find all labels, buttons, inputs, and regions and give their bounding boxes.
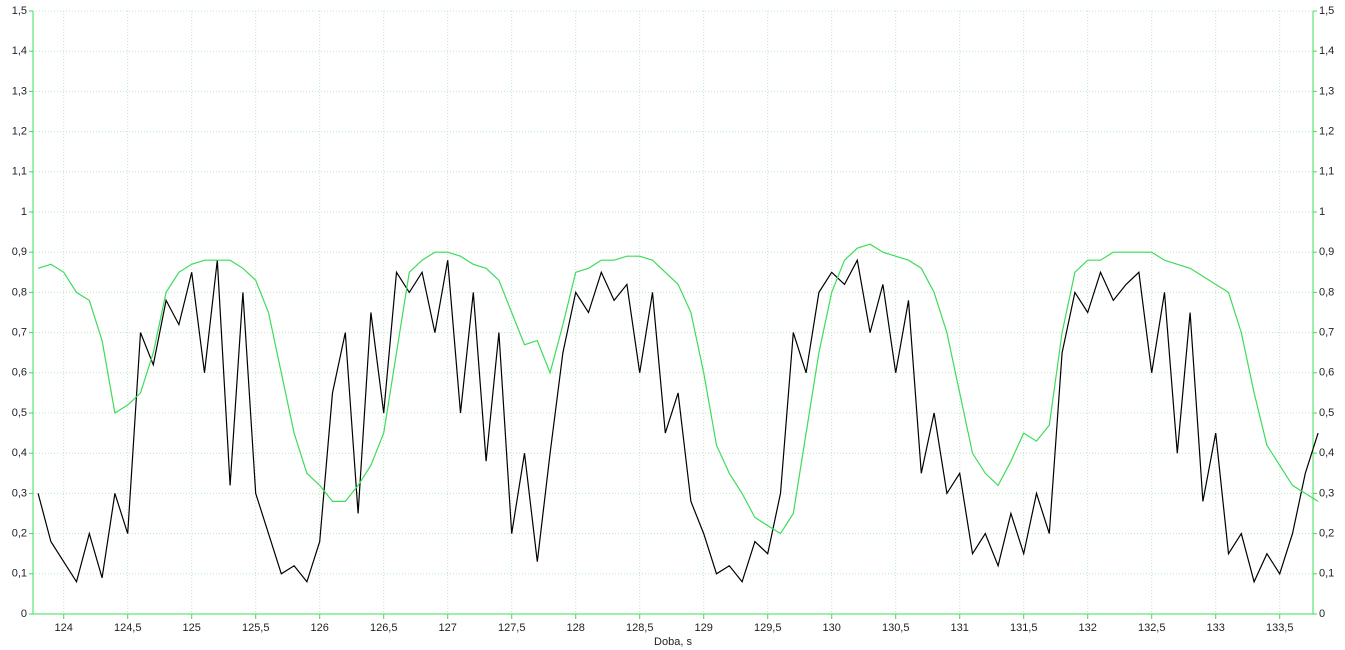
x-tick-label: 132,5 <box>1138 622 1166 634</box>
series-line <box>37 243 1319 535</box>
x-tick-label: 129,5 <box>754 622 782 634</box>
y-tick-label: 1,4 <box>12 45 27 57</box>
y2-tick-label: 1,2 <box>1319 126 1334 138</box>
x-tick-label: 126,5 <box>370 622 398 634</box>
y2-tick-label: 0,4 <box>1319 447 1334 459</box>
y2-tick-label: 0,8 <box>1319 286 1334 298</box>
x-tick-label: 124,5 <box>114 622 142 634</box>
y-tick-label: 1 <box>21 206 27 218</box>
x-tick-label: 128 <box>567 622 585 634</box>
y2-tick-label: 0 <box>1319 608 1325 620</box>
y2-tick-label: 1 <box>1319 206 1325 218</box>
x-tick-label: 130,5 <box>882 622 910 634</box>
y-tick-label: 1,2 <box>12 126 27 138</box>
y2-tick-label: 0,6 <box>1319 367 1334 379</box>
x-tick-label: 125 <box>183 622 201 634</box>
y-tick-label: 0,6 <box>12 367 27 379</box>
x-tick-label: 132 <box>1079 622 1097 634</box>
y2-tick-label: 1,1 <box>1319 166 1334 178</box>
y2-tick-label: 0,5 <box>1319 407 1334 419</box>
y2-tick-label: 0,2 <box>1319 528 1334 540</box>
y-tick-label: 0,4 <box>12 447 27 459</box>
x-tick-label: 129 <box>695 622 713 634</box>
y2-tick-label: 0,1 <box>1319 568 1334 580</box>
y-tick-label: 1,3 <box>12 85 27 97</box>
x-tick-label: 127,5 <box>498 622 526 634</box>
y2-tick-label: 1,3 <box>1319 85 1334 97</box>
x-tick-label: 125,5 <box>242 622 270 634</box>
x-tick-label: 128,5 <box>626 622 654 634</box>
y-tick-label: 1,1 <box>12 166 27 178</box>
y-tick-label: 0,8 <box>12 286 27 298</box>
y2-tick-label: 0,7 <box>1319 327 1334 339</box>
y2-tick-label: 0,3 <box>1319 487 1334 499</box>
x-tick-label: 126 <box>311 622 329 634</box>
y-tick-label: 1,5 <box>12 5 27 17</box>
x-tick-label: 124 <box>55 622 73 634</box>
y2-tick-label: 0,9 <box>1319 246 1334 258</box>
x-axis-title: Doba, s <box>654 636 692 648</box>
y2-tick-label: 1,4 <box>1319 45 1334 57</box>
y-tick-label: 0,9 <box>12 246 27 258</box>
y2-tick-label: 1,5 <box>1319 5 1334 17</box>
y-tick-label: 0,3 <box>12 487 27 499</box>
y-tick-label: 0 <box>21 608 27 620</box>
y-tick-label: 0,1 <box>12 568 27 580</box>
y-tick-label: 0,2 <box>12 528 27 540</box>
x-tick-label: 131 <box>951 622 969 634</box>
x-tick-label: 130 <box>823 622 841 634</box>
x-tick-label: 127 <box>439 622 457 634</box>
series-line <box>37 258 1319 584</box>
x-tick-label: 131,5 <box>1010 622 1038 634</box>
x-tick-label: 133 <box>1207 622 1225 634</box>
y-tick-label: 0,5 <box>12 407 27 419</box>
x-tick-label: 133,5 <box>1266 622 1294 634</box>
y-tick-label: 0,7 <box>12 327 27 339</box>
